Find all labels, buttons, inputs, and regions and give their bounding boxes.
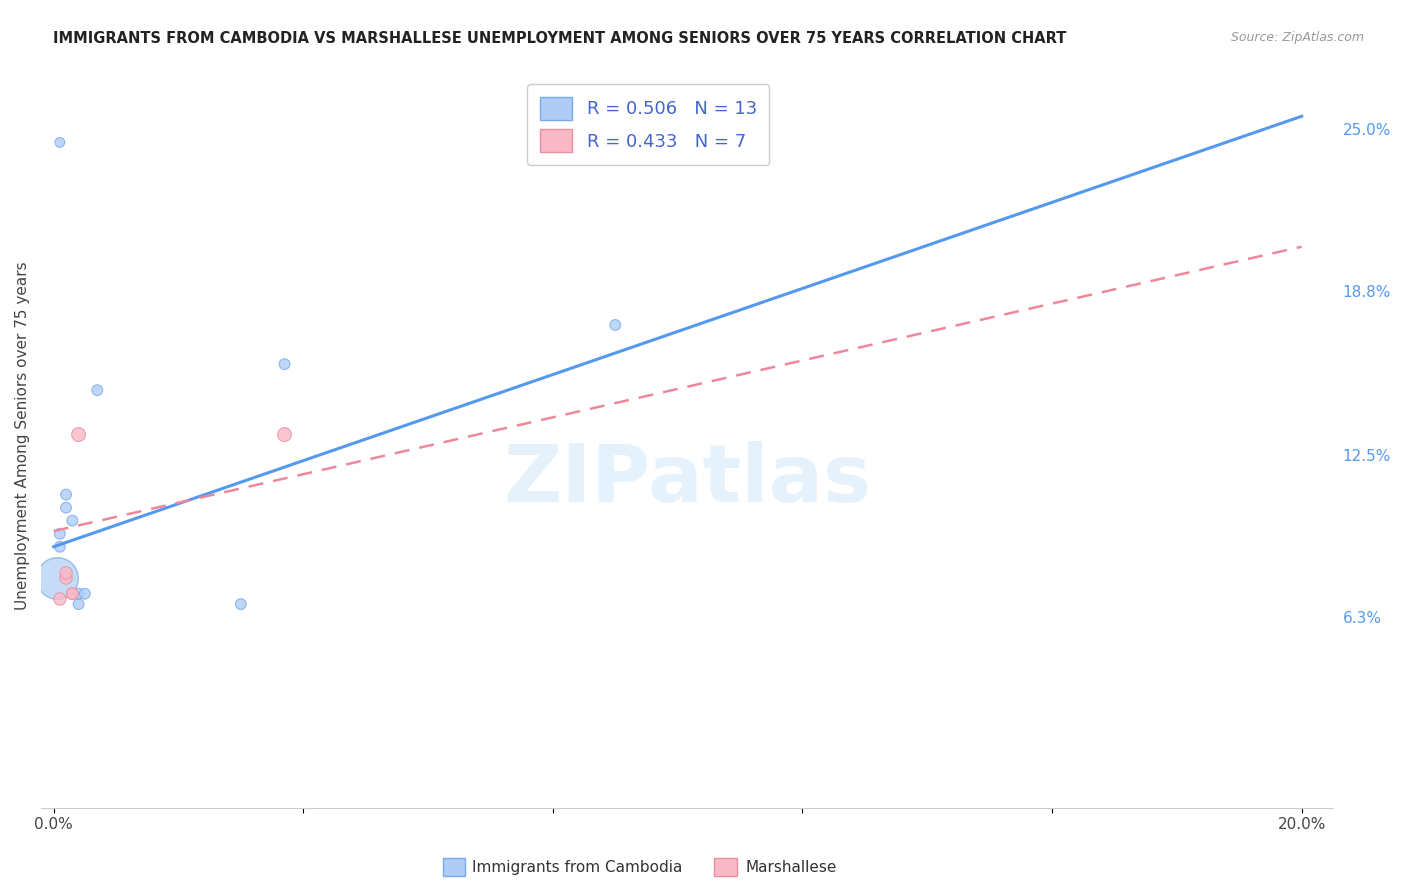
Point (67, 587, 90, 601)
Point (86, 383, 108, 397)
Text: ZIPatlas: ZIPatlas (503, 442, 872, 519)
Point (60, 514, 83, 528)
Point (60, 587, 83, 601)
Point (273, 427, 295, 442)
Point (55, 487, 77, 501)
Point (55, 500, 77, 515)
Point (605, 318, 627, 332)
Text: IMMIGRANTS FROM CAMBODIA VS MARSHALLESE UNEMPLOYMENT AMONG SENIORS OVER 75 YEARS: IMMIGRANTS FROM CAMBODIA VS MARSHALLESE … (53, 31, 1067, 46)
Point (49, 136, 72, 150)
Text: Immigrants from Cambodia: Immigrants from Cambodia (472, 861, 683, 875)
Point (45, 571, 67, 585)
Point (67, 597, 90, 611)
Y-axis label: Unemployment Among Seniors over 75 years: Unemployment Among Seniors over 75 years (15, 261, 30, 610)
Point (60, 587, 83, 601)
Text: Marshallese: Marshallese (745, 861, 837, 875)
Point (55, 566, 77, 580)
Point (73, 587, 96, 601)
Point (49, 540, 72, 554)
Point (229, 597, 252, 611)
Point (49, 526, 72, 541)
Point (55, 571, 77, 585)
Point (273, 357, 295, 371)
Text: Source: ZipAtlas.com: Source: ZipAtlas.com (1230, 31, 1364, 45)
Point (49, 591, 72, 606)
Point (67, 427, 90, 442)
Legend: R = 0.506   N = 13, R = 0.433   N = 7: R = 0.506 N = 13, R = 0.433 N = 7 (527, 84, 769, 165)
